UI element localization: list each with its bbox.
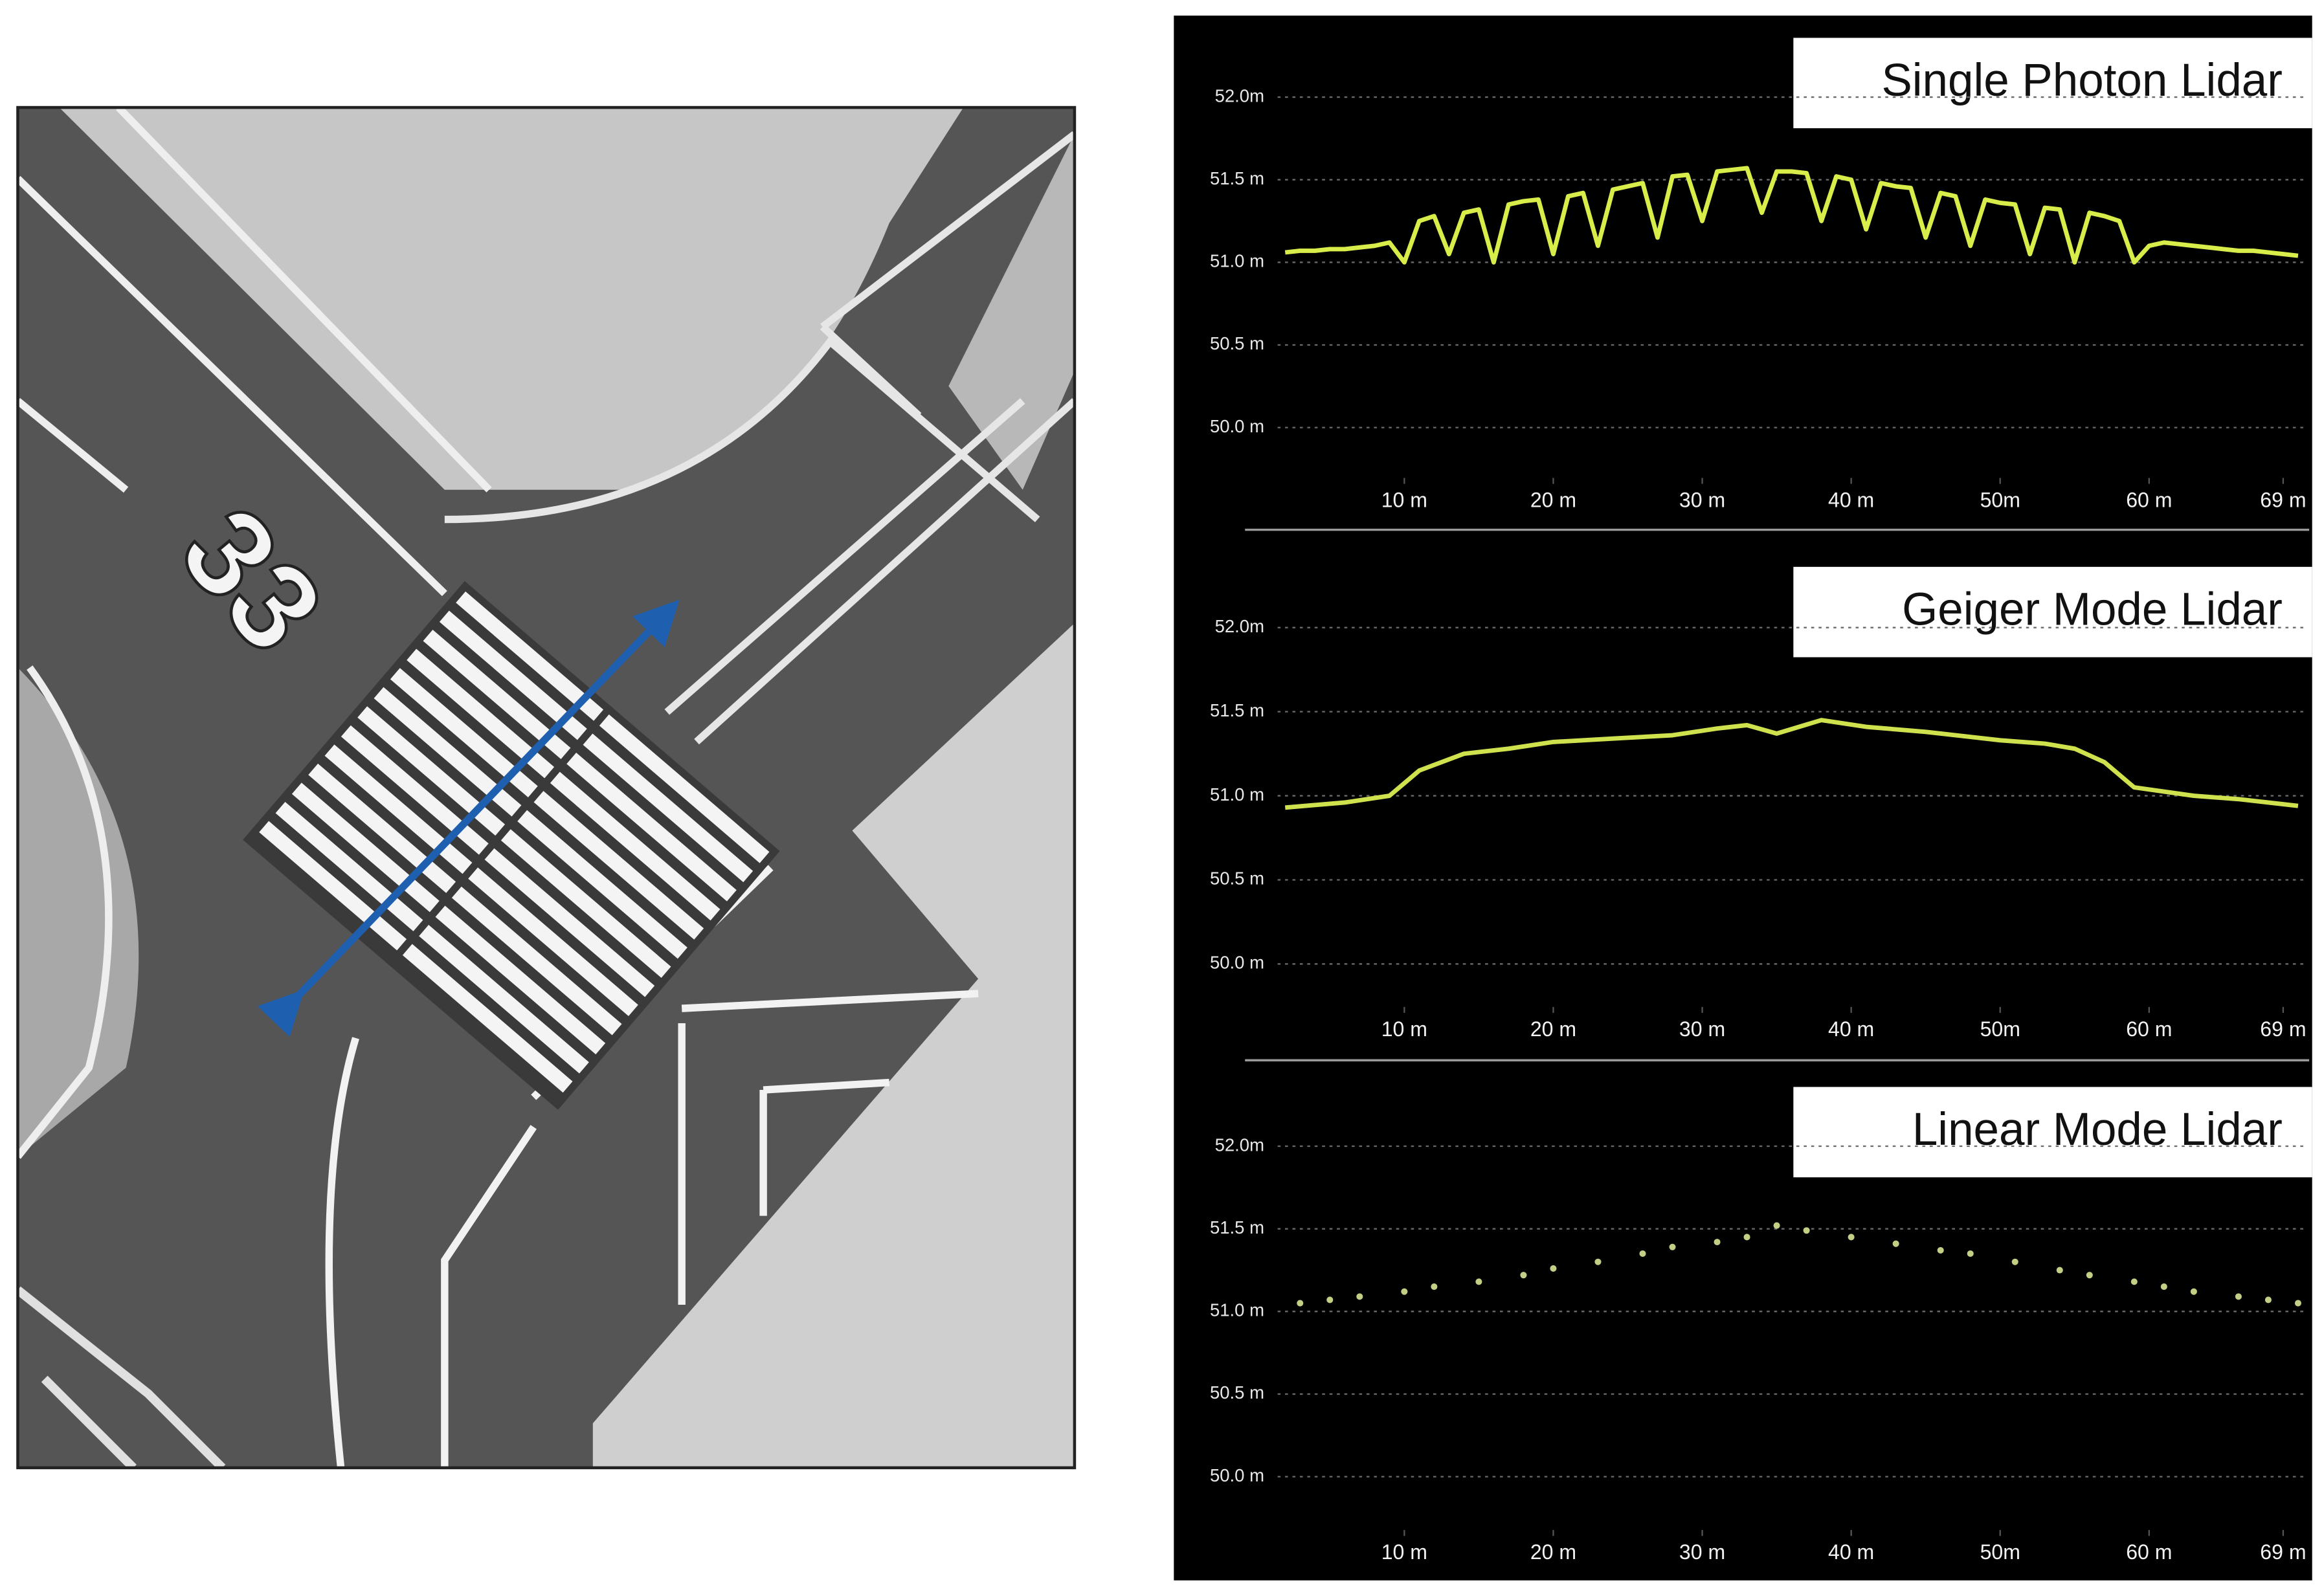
profile-point [2190, 1288, 2197, 1295]
profile-point [2130, 1278, 2138, 1285]
y-tick-label: 51.5 m [1210, 168, 1264, 188]
x-tick-label: 60 m [2126, 489, 2172, 512]
profile-point [1550, 1265, 1557, 1272]
x-tick-label: 50m [1980, 1540, 2020, 1564]
y-tick-label: 51.0 m [1210, 1300, 1264, 1320]
profile-point [1475, 1278, 1482, 1285]
x-tick-label: 40 m [1828, 1017, 1874, 1041]
profile-point [2086, 1272, 2093, 1279]
y-tick-label: 51.0 m [1210, 784, 1264, 804]
aerial-photo: 33 [17, 107, 1075, 1468]
photo-frame [16, 105, 1077, 1470]
profile-point [1639, 1250, 1646, 1258]
profile-point [1714, 1239, 1721, 1246]
profile-point [1892, 1240, 1899, 1247]
panel-title: Single Photon Lidar [1881, 55, 2282, 106]
profile-point [1937, 1247, 1944, 1254]
profile-point [1401, 1288, 1408, 1295]
profile-point [2160, 1283, 2167, 1291]
profile-point [1848, 1234, 1855, 1241]
x-tick-label: 50m [1980, 1017, 2020, 1041]
x-tick-label: 20 m [1530, 1017, 1576, 1041]
profile-point [1773, 1222, 1780, 1229]
x-tick-label: 50m [1980, 489, 2020, 512]
x-tick-label: 10 m [1381, 489, 1427, 512]
taxi-line [444, 131, 1075, 745]
profile-line [1284, 718, 2299, 810]
y-tick-label: 50.5 m [1210, 869, 1264, 889]
x-tick-label: 10 m [1381, 1017, 1427, 1041]
x-tick-label: 20 m [1530, 489, 1576, 512]
profile-line [1284, 166, 2299, 265]
profile-point [1803, 1227, 1810, 1234]
light-area [948, 134, 1075, 490]
x-tick-label: 69 m [2260, 1017, 2306, 1041]
title-box [1793, 566, 2312, 658]
profile-point [1520, 1272, 1527, 1279]
y-tick-label: 51.0 m [1210, 251, 1264, 271]
y-tick-label: 50.0 m [1210, 1465, 1264, 1485]
x-tick-label: 30 m [1679, 1540, 1725, 1564]
profile-point [1967, 1250, 1974, 1258]
profile-point [2294, 1300, 2301, 1307]
x-tick-label: 40 m [1828, 489, 1874, 512]
title-box [1793, 38, 2312, 129]
profile-point [2056, 1267, 2063, 1274]
profile-point [1356, 1293, 1363, 1300]
x-tick-label: 69 m [2260, 489, 2306, 512]
panel-title: Geiger Mode Lidar [1902, 584, 2283, 636]
y-tick-label: 52.0m [1215, 616, 1264, 636]
profile-point [1669, 1243, 1676, 1250]
x-tick-label: 20 m [1530, 1540, 1576, 1564]
runway-line [17, 107, 492, 1159]
y-tick-label: 52.0m [1215, 85, 1264, 105]
profile-point [1743, 1234, 1750, 1241]
y-tick-label: 50.0 m [1210, 953, 1264, 973]
y-tick-label: 51.5 m [1210, 1217, 1264, 1237]
y-tick-label: 50.5 m [1210, 333, 1264, 353]
profile-point [2264, 1296, 2272, 1303]
x-tick-label: 30 m [1679, 489, 1725, 512]
x-tick-label: 10 m [1381, 1540, 1427, 1564]
light-area [592, 623, 1075, 1468]
x-tick-label: 60 m [2126, 1540, 2172, 1564]
x-tick-label: 30 m [1679, 1017, 1725, 1041]
marking [17, 1286, 226, 1468]
light-area [17, 667, 139, 1157]
profile-point [2011, 1258, 2018, 1265]
profile-arrow [257, 599, 680, 1037]
y-tick-label: 52.0m [1215, 1135, 1264, 1155]
profile-point [1594, 1258, 1602, 1265]
x-tick-label: 60 m [2126, 1017, 2172, 1041]
x-tick-label: 40 m [1828, 1540, 1874, 1564]
y-tick-label: 51.5 m [1210, 700, 1264, 720]
profile-point [2235, 1293, 2242, 1300]
y-tick-label: 50.0 m [1210, 416, 1264, 436]
y-tick-label: 50.5 m [1210, 1382, 1264, 1402]
profile-point [1431, 1283, 1438, 1291]
profile-point [1297, 1300, 1304, 1307]
light-area [59, 107, 964, 490]
panel-title: Linear Mode Lidar [1912, 1104, 2283, 1155]
profile-point [1326, 1296, 1334, 1303]
x-tick-label: 69 m [2260, 1540, 2306, 1564]
title-box [1793, 1087, 2312, 1178]
